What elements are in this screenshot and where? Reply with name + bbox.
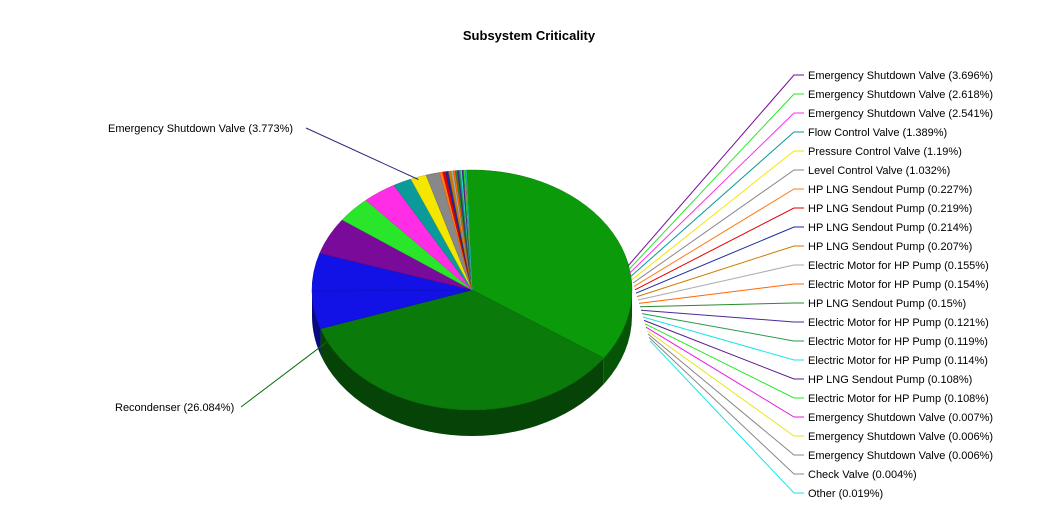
slice-label: Electric Motor for HP Pump (0.121%) — [808, 317, 989, 329]
slice-label: Emergency Shutdown Valve (2.618%) — [808, 89, 993, 101]
leader-line — [241, 340, 330, 407]
leader-line — [641, 310, 804, 322]
slice-label: Other (0.019%) — [808, 488, 883, 500]
leader-line — [636, 227, 804, 293]
leader-line — [644, 320, 804, 379]
leader-line — [631, 132, 804, 276]
slice-label: Electric Motor for HP Pump (0.155%) — [808, 260, 989, 272]
chart-container: Subsystem Criticality Emergency Shutdown… — [0, 0, 1058, 523]
leader-line — [638, 265, 804, 300]
slice-label: HP LNG Sendout Pump (0.227%) — [808, 184, 972, 196]
slice-label: HP LNG Sendout Pump (0.15%) — [808, 298, 966, 310]
slice-label: Electric Motor for HP Pump (0.119%) — [808, 336, 988, 348]
slice-label: Electric Motor for HP Pump (0.108%) — [808, 393, 989, 405]
slice-label: HP LNG Sendout Pump (0.214%) — [808, 222, 972, 234]
leader-line — [632, 151, 804, 280]
leader-line — [630, 113, 804, 273]
leader-line — [635, 208, 804, 290]
slice-label: Flow Control Valve (1.389%) — [808, 127, 947, 139]
leader-line — [639, 284, 804, 303]
slice-label: Emergency Shutdown Valve (3.773%) — [108, 123, 293, 135]
leader-line — [306, 128, 418, 179]
leader-line — [628, 75, 804, 266]
slice-label: Emergency Shutdown Valve (3.696%) — [808, 70, 993, 82]
slice-label: Recondenser (26.084%) — [115, 402, 234, 414]
slice-label: HP LNG Sendout Pump (0.219%) — [808, 203, 972, 215]
slice-label: Electric Motor for HP Pump (0.154%) — [808, 279, 989, 291]
leader-line — [642, 314, 804, 341]
slice-label: Emergency Shutdown Valve (0.007%) — [808, 412, 993, 424]
slice-label: Emergency Shutdown Valve (2.541%) — [808, 108, 993, 120]
slice-label: HP LNG Sendout Pump (0.207%) — [808, 241, 972, 253]
slice-label: Level Control Valve (1.032%) — [808, 165, 950, 177]
slice-label: Electric Motor for HP Pump (0.114%) — [808, 355, 988, 367]
leader-line — [650, 341, 804, 493]
slice-label: HP LNG Sendout Pump (0.108%) — [808, 374, 972, 386]
leader-line — [637, 246, 804, 297]
slice-label: Pressure Control Valve (1.19%) — [808, 146, 962, 158]
pie-chart-svg: Emergency Shutdown Valve (3.696%) Emergen… — [0, 0, 1058, 523]
slice-label: Check Valve (0.004%) — [808, 469, 917, 481]
leader-line — [649, 337, 804, 474]
leader-line — [640, 303, 804, 307]
slice-label: Emergency Shutdown Valve (0.006%) — [808, 431, 993, 443]
slice-label: Emergency Shutdown Valve (0.006%) — [808, 450, 993, 462]
